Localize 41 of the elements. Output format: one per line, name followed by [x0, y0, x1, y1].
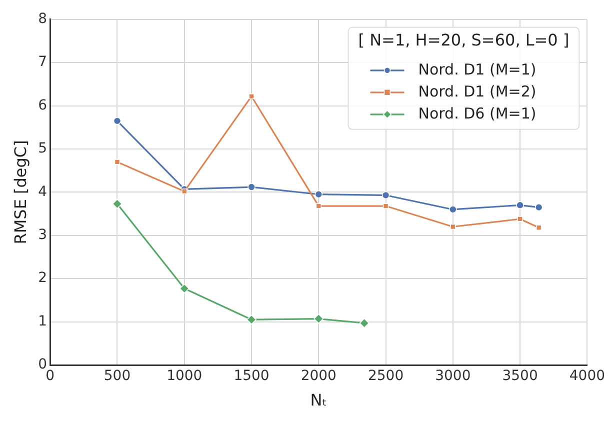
point — [316, 203, 322, 209]
y-tick-label: 6 — [38, 97, 48, 114]
point — [248, 183, 256, 191]
point — [182, 188, 188, 194]
y-tick-label: 7 — [38, 54, 48, 70]
point — [248, 93, 254, 100]
point — [112, 198, 122, 209]
point — [179, 284, 190, 294]
x-tick-label: 500 — [104, 368, 131, 384]
point — [517, 216, 523, 222]
legend-label: Nord. D1 (M=2) — [418, 82, 536, 100]
legend-title: [ N=1, H=20, S=60, L=0 ] — [358, 30, 570, 50]
point — [359, 318, 370, 328]
point — [450, 224, 456, 230]
point — [382, 203, 389, 209]
y-tick-label: 2 — [38, 270, 48, 286]
x-tick-label: 3500 — [502, 368, 538, 384]
point — [314, 190, 323, 198]
point — [534, 203, 543, 212]
point — [516, 201, 524, 210]
legend-label: Nord. D1 (M=1) — [418, 60, 536, 78]
legend-label: Nord. D6 (M=1) — [418, 104, 536, 122]
y-axis-title: RMSE [degC] — [10, 140, 30, 244]
y-tick-label: 0 — [38, 356, 48, 373]
x-tick-label: 1500 — [234, 368, 270, 384]
x-tick-label: 1000 — [166, 368, 202, 384]
x-tick-label: 2000 — [300, 368, 336, 384]
y-tick-label: 1 — [38, 313, 48, 330]
y-tick-label: 8 — [38, 11, 48, 28]
x-tick-label: 2500 — [368, 368, 404, 384]
point — [246, 314, 256, 325]
y-tick-label: 3 — [38, 227, 48, 244]
point — [382, 191, 390, 200]
y-tick-label: 4 — [38, 184, 48, 200]
x-axis-title: Nₜ — [310, 390, 327, 410]
x-tick-label: 3000 — [435, 368, 471, 384]
y-tick-label: 5 — [38, 140, 48, 157]
x-tick-label: 4000 — [569, 368, 606, 384]
point — [113, 117, 122, 125]
point — [449, 206, 457, 214]
point — [314, 314, 324, 324]
